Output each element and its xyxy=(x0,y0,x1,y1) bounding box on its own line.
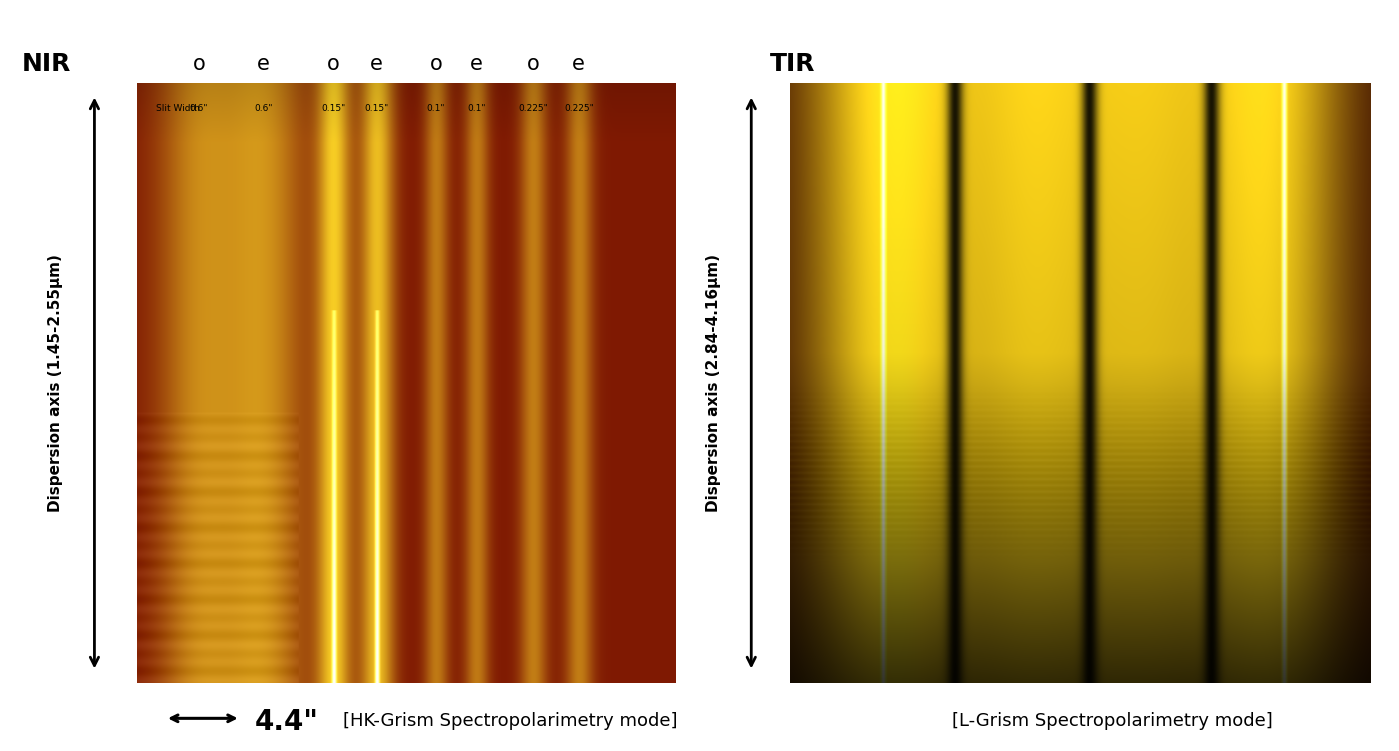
Text: Dispersion axis (2.84-4.16μm): Dispersion axis (2.84-4.16μm) xyxy=(706,254,720,512)
Text: 4.4": 4.4" xyxy=(255,708,319,737)
Text: 0.1": 0.1" xyxy=(427,104,445,113)
Text: e: e xyxy=(572,54,585,74)
Text: 0.15": 0.15" xyxy=(365,104,389,113)
Text: e: e xyxy=(257,54,270,74)
Text: 0.15": 0.15" xyxy=(322,104,346,113)
Text: 0.6": 0.6" xyxy=(190,104,208,113)
Text: TIR: TIR xyxy=(769,52,816,76)
Text: o: o xyxy=(526,54,540,74)
Text: 0.225": 0.225" xyxy=(518,104,548,113)
Text: o: o xyxy=(193,54,206,74)
Text: o: o xyxy=(327,54,340,74)
Text: e: e xyxy=(470,54,483,74)
Text: [L-Grism Spectropolarimetry mode]: [L-Grism Spectropolarimetry mode] xyxy=(951,712,1273,730)
Text: NIR: NIR xyxy=(21,52,70,76)
Text: 0.225": 0.225" xyxy=(564,104,593,113)
Text: e: e xyxy=(371,54,383,74)
Text: Dispersion axis (1.45-2.55μm): Dispersion axis (1.45-2.55μm) xyxy=(48,254,63,512)
Text: [HK-Grism Spectropolarimetry mode]: [HK-Grism Spectropolarimetry mode] xyxy=(343,712,679,730)
Text: 0.1": 0.1" xyxy=(467,104,485,113)
Text: Slit Width: Slit Width xyxy=(155,104,200,113)
Text: 0.6": 0.6" xyxy=(255,104,273,113)
Text: o: o xyxy=(429,54,442,74)
